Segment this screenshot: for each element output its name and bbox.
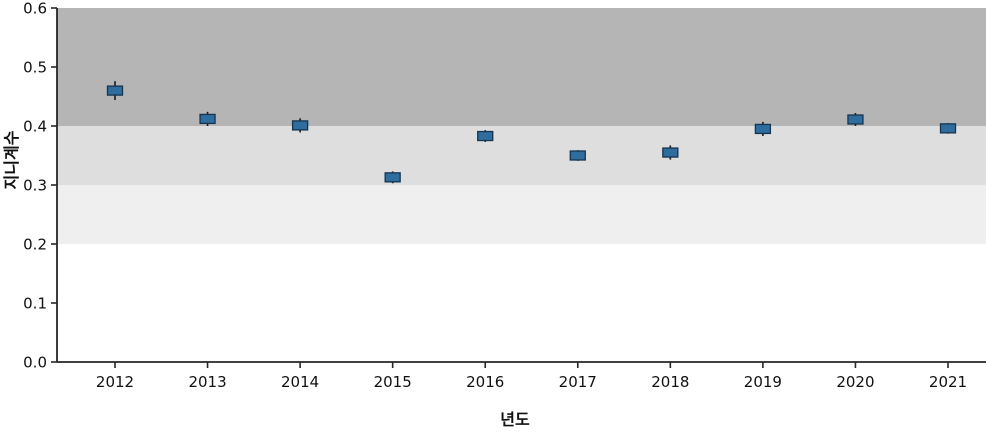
y-tick-label: 0.3 [23, 176, 47, 194]
band-0.3-0.4 [57, 126, 986, 185]
x-tick-label: 2016 [466, 373, 504, 391]
y-tick-label: 0.1 [23, 294, 47, 312]
data-point-box [106, 85, 124, 96]
x-tick-label: 2021 [929, 373, 967, 391]
x-tick-label: 2013 [188, 373, 226, 391]
x-tick-label: 2019 [744, 373, 782, 391]
data-point-box [662, 147, 679, 158]
y-tick-label: 0.4 [23, 117, 47, 135]
data-point-box [847, 114, 864, 125]
x-tick-label: 2018 [651, 373, 689, 391]
data-point-box [384, 172, 401, 183]
data-point-box [477, 130, 494, 142]
x-tick-label: 2014 [281, 373, 319, 391]
data-point-box [569, 150, 586, 161]
x-tick-label: 2012 [96, 373, 134, 391]
data-point-box [939, 123, 957, 134]
y-tick-label: 0.6 [23, 0, 47, 17]
y-tick-label: 0.2 [23, 235, 47, 253]
x-tick-label: 2015 [374, 373, 412, 391]
band-0.4-0.6 [57, 8, 986, 126]
data-point-box [754, 123, 772, 135]
data-point-box [199, 113, 216, 125]
y-tick-label: 0.0 [23, 353, 47, 371]
y-tick-label: 0.5 [23, 58, 47, 76]
x-tick-label: 2017 [559, 373, 597, 391]
band-0.2-0.3 [57, 185, 986, 244]
data-point-box [291, 120, 309, 131]
y-axis-label: 지니계수 [2, 130, 21, 189]
x-tick-label: 2020 [836, 373, 874, 391]
chart-layers: 0.0 0.1 0.2 0.3 0.4 0.5 0.6 2012 2013 2014 2015 201… [23, 0, 986, 391]
x-axis-label: 년도 [500, 410, 530, 429]
